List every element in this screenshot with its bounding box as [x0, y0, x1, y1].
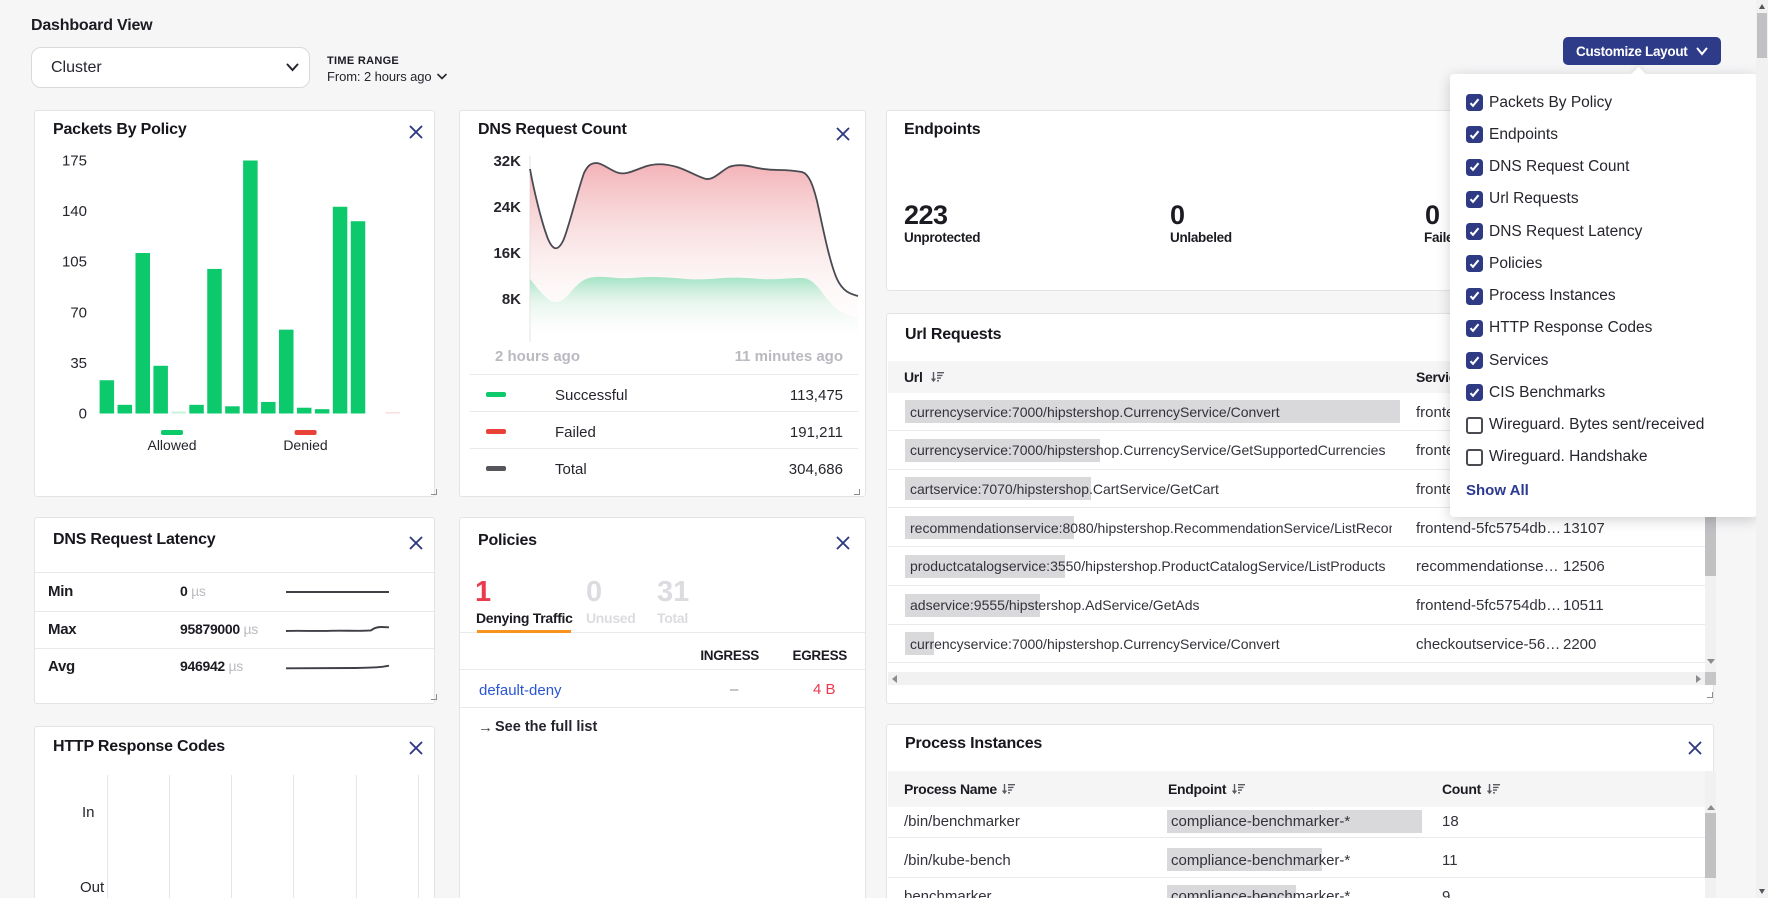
- svg-text:0: 0: [79, 406, 87, 423]
- svg-text:140: 140: [62, 203, 87, 220]
- svg-text:105: 105: [62, 254, 87, 271]
- svg-text:35: 35: [70, 355, 87, 372]
- svg-text:24K: 24K: [493, 199, 521, 216]
- svg-text:8K: 8K: [502, 291, 521, 308]
- svg-text:Denied: Denied: [283, 437, 327, 453]
- svg-text:Allowed: Allowed: [147, 437, 196, 453]
- svg-text:175: 175: [62, 153, 87, 170]
- svg-text:32K: 32K: [493, 153, 521, 170]
- svg-text:16K: 16K: [493, 245, 521, 262]
- svg-text:70: 70: [70, 304, 87, 321]
